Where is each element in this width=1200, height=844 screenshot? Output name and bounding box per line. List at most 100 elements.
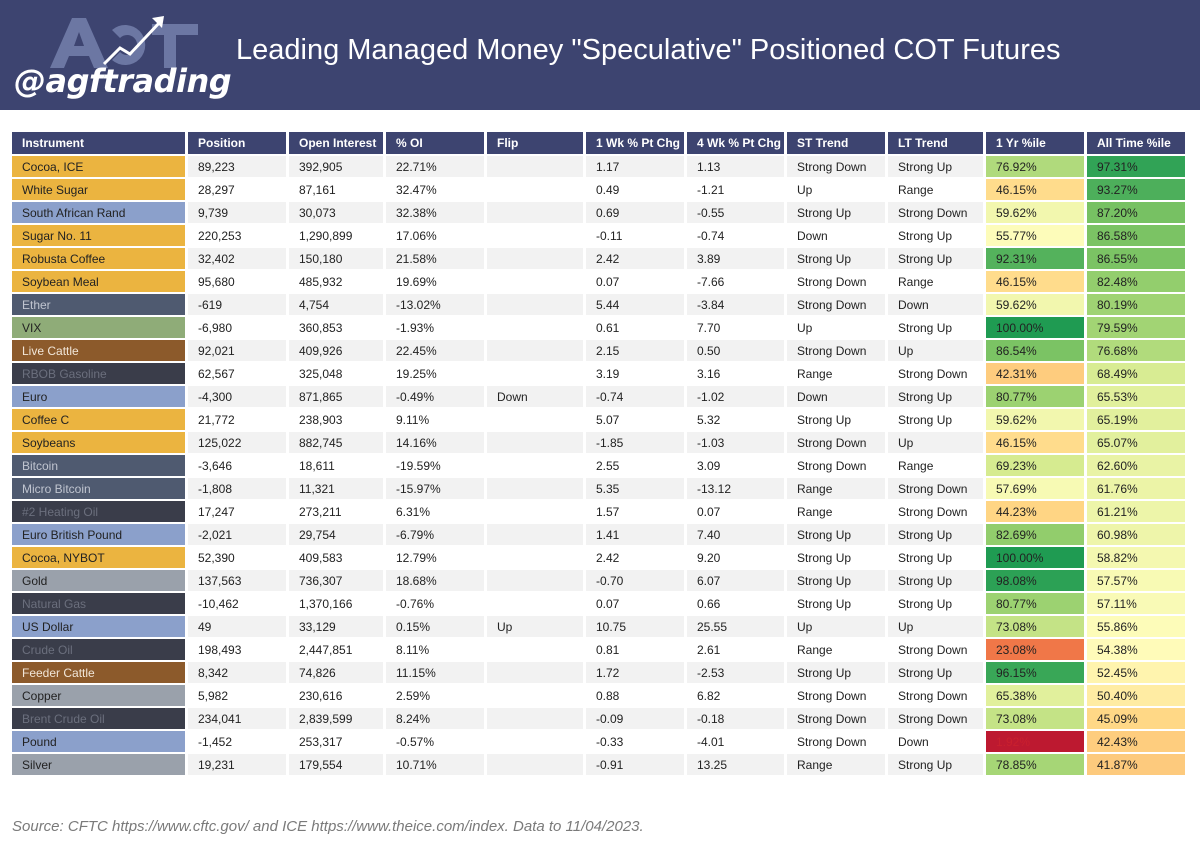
4wk-chg-cell: 6.07 [687, 570, 784, 593]
lt-trend-cell: Strong Up [888, 156, 983, 179]
4wk-chg-cell: 7.40 [687, 524, 784, 547]
lt-trend-cell: Up [888, 432, 983, 455]
1yr-pctile-cell: 46.15% [986, 271, 1084, 294]
table-row: Feeder Cattle 8,342 74,826 11.15% 1.72 -2.53 S… [12, 662, 1185, 685]
position-cell: 21,772 [188, 409, 286, 432]
open-interest-cell: 409,926 [289, 340, 383, 363]
instrument-cell: Bitcoin [12, 455, 185, 478]
st-trend-cell: Up [787, 616, 885, 639]
alltime-pctile-cell: 42.43% [1087, 731, 1185, 754]
lt-trend-cell: Strong Up [888, 754, 983, 777]
flip-cell [487, 593, 583, 616]
alltime-pctile-cell: 61.76% [1087, 478, 1185, 501]
position-cell: 137,563 [188, 570, 286, 593]
position-cell: 8,342 [188, 662, 286, 685]
column-header-1yr-pctile: 1 Yr %ile [986, 132, 1084, 156]
1wk-chg-cell: 2.55 [586, 455, 684, 478]
instrument-cell: US Dollar [12, 616, 185, 639]
lt-trend-cell: Strong Down [888, 478, 983, 501]
instrument-cell: Crude Oil [12, 639, 185, 662]
alltime-pctile-cell: 55.86% [1087, 616, 1185, 639]
alltime-pctile-cell: 65.07% [1087, 432, 1185, 455]
pct-oi-cell: 14.16% [386, 432, 484, 455]
lt-trend-cell: Strong Up [888, 248, 983, 271]
flip-cell [487, 708, 583, 731]
flip-cell [487, 432, 583, 455]
pct-oi-cell: 22.71% [386, 156, 484, 179]
lt-trend-cell: Strong Down [888, 363, 983, 386]
pct-oi-cell: 12.79% [386, 547, 484, 570]
instrument-cell: Coffee C [12, 409, 185, 432]
1wk-chg-cell: 2.42 [586, 547, 684, 570]
alltime-pctile-cell: 86.55% [1087, 248, 1185, 271]
position-cell: 9,739 [188, 202, 286, 225]
4wk-chg-cell: -0.74 [687, 225, 784, 248]
st-trend-cell: Strong Up [787, 409, 885, 432]
table-row: Pound -1,452 253,317 -0.57% -0.33 -4.01 Strong… [12, 731, 1185, 754]
1yr-pctile-cell: 55.77% [986, 225, 1084, 248]
1wk-chg-cell: 0.61 [586, 317, 684, 340]
1wk-chg-cell: 0.88 [586, 685, 684, 708]
flip-cell [487, 685, 583, 708]
flip-cell [487, 271, 583, 294]
pct-oi-cell: -0.57% [386, 731, 484, 754]
1yr-pctile-cell: 92.31% [986, 248, 1084, 271]
flip-cell [487, 294, 583, 317]
alltime-pctile-cell: 45.09% [1087, 708, 1185, 731]
st-trend-cell: Strong Up [787, 202, 885, 225]
alltime-pctile-cell: 57.57% [1087, 570, 1185, 593]
open-interest-cell: 2,839,599 [289, 708, 383, 731]
table-row: Soybeans 125,022 882,745 14.16% -1.85 -1.03 St… [12, 432, 1185, 455]
1wk-chg-cell: 2.42 [586, 248, 684, 271]
column-header-open-interest: Open Interest [289, 132, 383, 156]
lt-trend-cell: Up [888, 340, 983, 363]
alltime-pctile-cell: 87.20% [1087, 202, 1185, 225]
4wk-chg-cell: -1.02 [687, 386, 784, 409]
4wk-chg-cell: 0.66 [687, 593, 784, 616]
instrument-cell: Feeder Cattle [12, 662, 185, 685]
table-row: US Dollar 49 33,129 0.15% Up 10.75 25.55 Up Up 73… [12, 616, 1185, 639]
4wk-chg-cell: 5.32 [687, 409, 784, 432]
alltime-pctile-cell: 54.38% [1087, 639, 1185, 662]
position-cell: -3,646 [188, 455, 286, 478]
4wk-chg-cell: -4.01 [687, 731, 784, 754]
lt-trend-cell: Strong Up [888, 662, 983, 685]
instrument-cell: Euro British Pound [12, 524, 185, 547]
table-row: VIX -6,980 360,853 -1.93% 0.61 7.70 Up Strong U… [12, 317, 1185, 340]
instrument-cell: Copper [12, 685, 185, 708]
st-trend-cell: Range [787, 501, 885, 524]
table-row: RBOB Gasoline 62,567 325,048 19.25% 3.19 3.16… [12, 363, 1185, 386]
1wk-chg-cell: 1.41 [586, 524, 684, 547]
position-cell: -10,462 [188, 593, 286, 616]
position-cell: -2,021 [188, 524, 286, 547]
instrument-cell: Euro [12, 386, 185, 409]
pct-oi-cell: 21.58% [386, 248, 484, 271]
4wk-chg-cell: -1.21 [687, 179, 784, 202]
flip-cell [487, 340, 583, 363]
position-cell: 52,390 [188, 547, 286, 570]
1yr-pctile-cell: 46.15% [986, 179, 1084, 202]
1yr-pctile-cell: 73.08% [986, 616, 1084, 639]
1wk-chg-cell: 2.15 [586, 340, 684, 363]
1wk-chg-cell: 3.19 [586, 363, 684, 386]
lt-trend-cell: Range [888, 179, 983, 202]
pct-oi-cell: 19.69% [386, 271, 484, 294]
instrument-cell: Cocoa, ICE [12, 156, 185, 179]
lt-trend-cell: Down [888, 294, 983, 317]
table-row: South African Rand 9,739 30,073 32.38% 0.69-… [12, 202, 1185, 225]
4wk-chg-cell: 9.20 [687, 547, 784, 570]
open-interest-cell: 1,290,899 [289, 225, 383, 248]
instrument-cell: Sugar No. 11 [12, 225, 185, 248]
lt-trend-cell: Range [888, 455, 983, 478]
flip-cell [487, 639, 583, 662]
alltime-pctile-cell: 80.19% [1087, 294, 1185, 317]
1yr-pctile-cell: 100.00% [986, 547, 1084, 570]
position-cell: 32,402 [188, 248, 286, 271]
flip-cell: Down [487, 386, 583, 409]
flip-cell [487, 754, 583, 777]
1yr-pctile-cell: 65.38% [986, 685, 1084, 708]
position-cell: -4,300 [188, 386, 286, 409]
1yr-pctile-cell: 59.62% [986, 294, 1084, 317]
st-trend-cell: Strong Up [787, 547, 885, 570]
alltime-pctile-cell: 61.21% [1087, 501, 1185, 524]
